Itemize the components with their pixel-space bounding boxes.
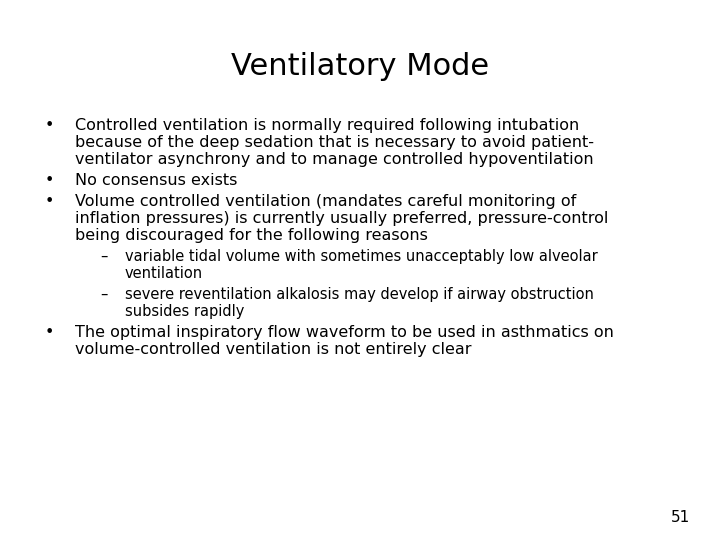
- Text: Controlled ventilation is normally required following intubation: Controlled ventilation is normally requi…: [75, 118, 580, 133]
- Text: No consensus exists: No consensus exists: [75, 173, 238, 188]
- Text: because of the deep sedation that is necessary to avoid patient-: because of the deep sedation that is nec…: [75, 135, 594, 150]
- Text: 51: 51: [671, 510, 690, 525]
- Text: ventilation: ventilation: [125, 266, 203, 281]
- Text: subsides rapidly: subsides rapidly: [125, 304, 244, 319]
- Text: variable tidal volume with sometimes unacceptably low alveolar: variable tidal volume with sometimes una…: [125, 249, 598, 264]
- Text: –: –: [100, 249, 107, 264]
- Text: severe reventilation alkalosis may develop if airway obstruction: severe reventilation alkalosis may devel…: [125, 287, 594, 302]
- Text: •: •: [45, 325, 55, 340]
- Text: inflation pressures) is currently usually preferred, pressure-control: inflation pressures) is currently usuall…: [75, 211, 608, 226]
- Text: Volume controlled ventilation (mandates careful monitoring of: Volume controlled ventilation (mandates …: [75, 194, 576, 209]
- Text: being discouraged for the following reasons: being discouraged for the following reas…: [75, 228, 428, 243]
- Text: Ventilatory Mode: Ventilatory Mode: [231, 52, 489, 81]
- Text: volume-controlled ventilation is not entirely clear: volume-controlled ventilation is not ent…: [75, 342, 472, 357]
- Text: –: –: [100, 287, 107, 302]
- Text: •: •: [45, 118, 55, 133]
- Text: The optimal inspiratory flow waveform to be used in asthmatics on: The optimal inspiratory flow waveform to…: [75, 325, 614, 340]
- Text: •: •: [45, 173, 55, 188]
- Text: •: •: [45, 194, 55, 209]
- Text: ventilator asynchrony and to manage controlled hypoventilation: ventilator asynchrony and to manage cont…: [75, 152, 593, 167]
